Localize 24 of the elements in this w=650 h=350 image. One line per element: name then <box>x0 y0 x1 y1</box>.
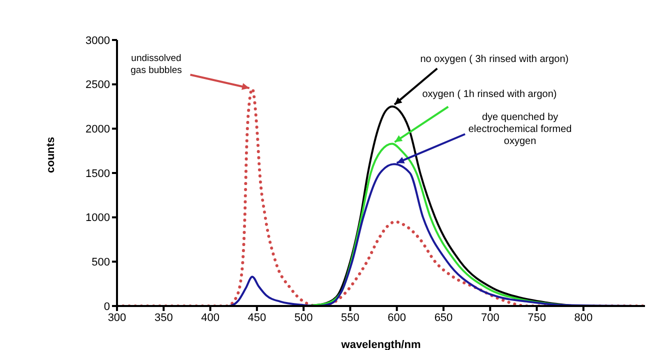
y-tick-label: 3000 <box>86 34 110 47</box>
x-tick-label: 500 <box>294 312 313 324</box>
x-tick-label: 650 <box>434 312 453 324</box>
x-tick-label: 700 <box>480 312 500 324</box>
x-tick-label: 400 <box>201 312 220 324</box>
x-tick-label: 300 <box>108 312 126 324</box>
annotation: undissolved gas bubbles <box>130 52 183 77</box>
y-axis-title: counts <box>44 136 57 173</box>
x-tick-label: 750 <box>528 312 546 324</box>
y-tick-label: 0 <box>104 300 110 313</box>
annotation: oxygen ( 1h rinsed with argon) <box>422 88 558 101</box>
annotation: no oxygen ( 3h rinsed with argon) <box>420 54 570 66</box>
x-tick-label: 600 <box>388 312 406 324</box>
y-tick-label: 2500 <box>86 79 110 92</box>
y-tick-label: 2000 <box>86 124 110 136</box>
annotation: dye quenched by electrochemical formed oxygen <box>467 112 573 148</box>
y-tick-label: 1500 <box>86 168 110 180</box>
x-tick-label: 800 <box>574 312 593 324</box>
x-tick-label: 450 <box>248 312 266 324</box>
y-tick-label: 1000 <box>86 212 110 224</box>
x-tick-label: 550 <box>341 312 360 324</box>
x-axis-title: wavelength/nm <box>340 339 421 350</box>
y-tick-label: 500 <box>92 256 110 269</box>
x-tick-label: 350 <box>154 312 173 324</box>
